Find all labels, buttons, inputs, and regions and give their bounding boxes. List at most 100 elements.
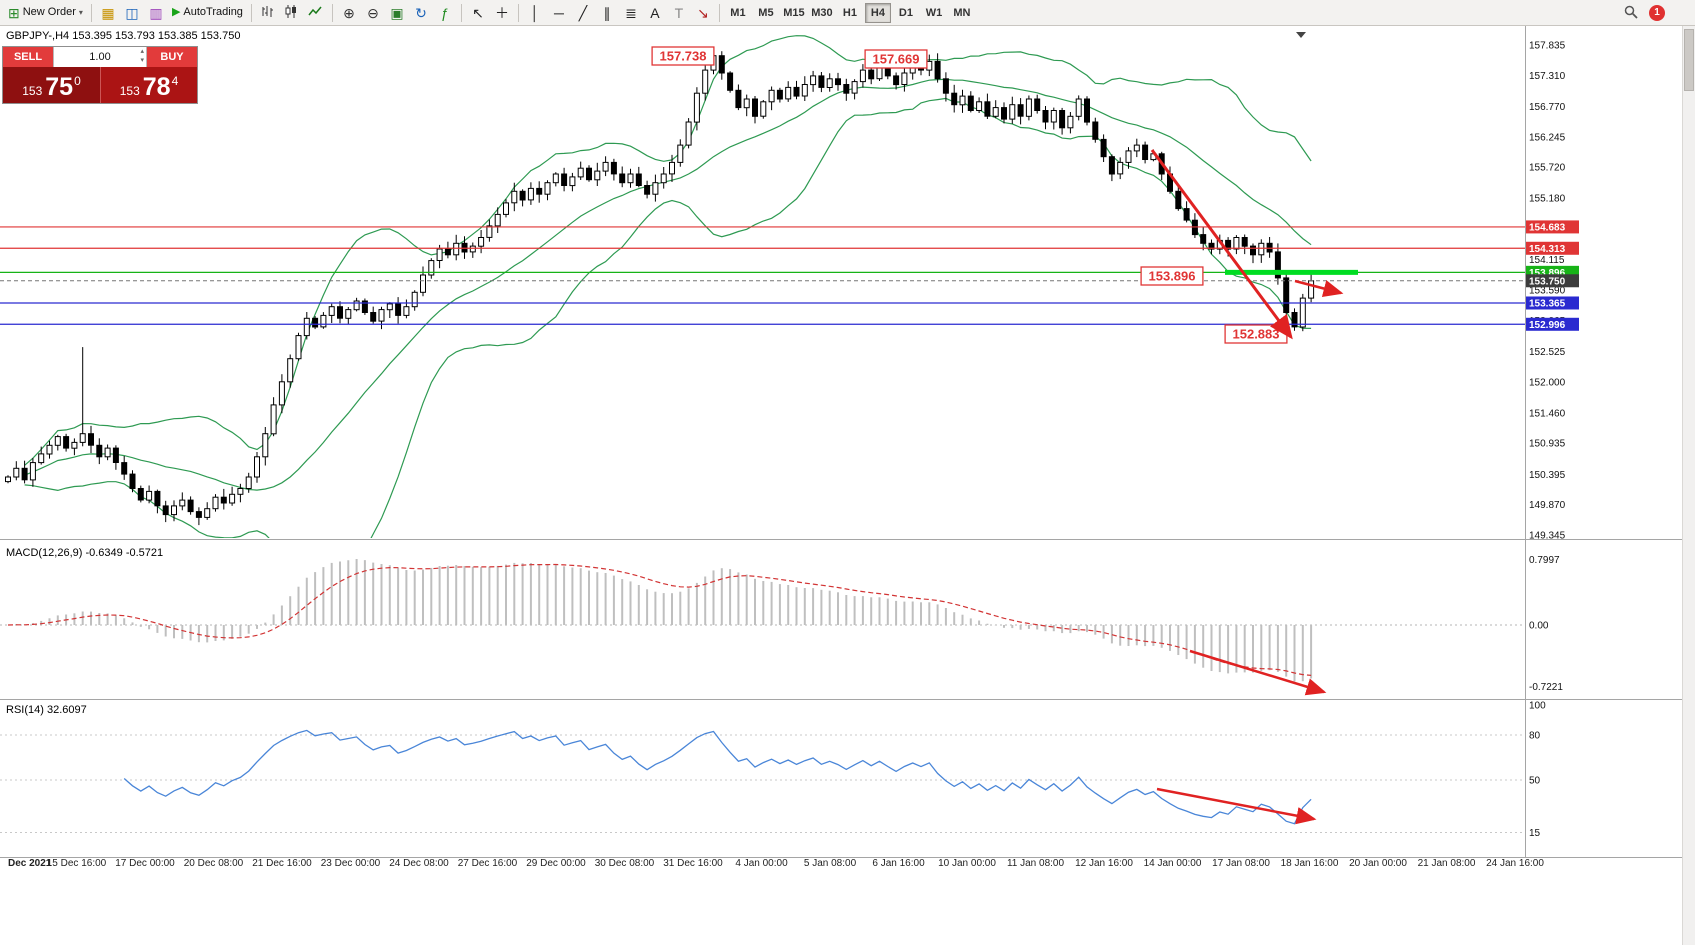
sell-button[interactable]: SELL <box>3 47 53 67</box>
vertical-line-icon: │ <box>530 4 540 21</box>
volume-field[interactable]: 1.00 ▴ ▾ <box>53 47 147 67</box>
svg-text:150.395: 150.395 <box>1529 470 1566 481</box>
arrows-button[interactable]: ↘ <box>691 2 715 24</box>
svg-text:153.590: 153.590 <box>1529 286 1566 297</box>
spinner-up-icon[interactable]: ▴ <box>140 48 144 55</box>
timeframe-m30-button[interactable]: M30 <box>809 3 835 23</box>
svg-text:27 Dec 16:00: 27 Dec 16:00 <box>458 858 518 869</box>
timeframe-d1-button[interactable]: D1 <box>893 3 919 23</box>
svg-text:149.345: 149.345 <box>1529 531 1566 542</box>
auto-scroll-icon: ↻ <box>415 4 427 21</box>
toolbar-separator <box>460 3 462 22</box>
equidistant-channel-button[interactable]: ∥ <box>595 2 619 24</box>
svg-text:6 Jan 16:00: 6 Jan 16:00 <box>872 858 925 869</box>
text-label-button[interactable]: T <box>667 2 691 24</box>
timeframe-toolbar: M1 M5 M15 M30 H1 H4 D1 W1 MN <box>724 2 976 23</box>
toolbar-separator <box>331 3 333 22</box>
svg-text:80: 80 <box>1529 731 1541 742</box>
toolbar-group-cursor: ↖ ＋ <box>466 2 514 24</box>
bar-chart-button[interactable] <box>256 2 280 24</box>
timeframe-m1-button[interactable]: M1 <box>725 3 751 23</box>
svg-text:17 Jan 08:00: 17 Jan 08:00 <box>1212 858 1270 869</box>
chart-shift-marker <box>1296 32 1306 38</box>
profiles-button[interactable]: ◫ <box>120 2 144 24</box>
buy-button[interactable]: BUY <box>147 47 197 67</box>
zoom-in-button[interactable]: ⊕ <box>337 2 361 24</box>
fibonacci-button[interactable]: ≣ <box>619 2 643 24</box>
crosshair-button[interactable]: ＋ <box>490 2 514 24</box>
search-button[interactable] <box>1619 2 1643 24</box>
buy-price-prefix: 153 <box>119 84 140 98</box>
timeframe-m15-button[interactable]: M15 <box>781 3 807 23</box>
trendline-button[interactable]: ╱ <box>571 2 595 24</box>
autotrading-button[interactable]: ▶ AutoTrading <box>168 2 247 24</box>
chart-canvas[interactable]: 157.738 157.669 153.896 152.883 157.835 157.3… <box>0 26 1695 945</box>
sell-price-prefix: 153 <box>22 84 43 98</box>
horizontal-line-button[interactable]: ─ <box>547 2 571 24</box>
spinner-down-icon[interactable]: ▾ <box>140 57 144 64</box>
svg-text:153.365: 153.365 <box>1529 298 1566 309</box>
new-order-label: New Order <box>22 6 76 18</box>
sell-price-big: 75 <box>45 73 74 101</box>
toolbar-group-line-studies: │ ─ ╱ ∥ ≣ A T ↘ <box>523 2 715 24</box>
candlestick-chart-button[interactable] <box>280 2 304 24</box>
main-toolbar: ⊞ New Order ▾ ▦ ◫ ▥ ▶ AutoTrading ⊕ ⊖ ▣ ↻ ƒ ↖ ＋… <box>0 0 1695 26</box>
indicators-button[interactable]: ƒ <box>433 2 457 24</box>
vertical-line-button[interactable]: │ <box>523 2 547 24</box>
line-chart-button[interactable] <box>304 2 328 24</box>
cursor-button[interactable]: ↖ <box>466 2 490 24</box>
svg-text:157.669: 157.669 <box>873 52 920 67</box>
svg-text:157.310: 157.310 <box>1529 71 1566 82</box>
notification-badge[interactable]: 1 <box>1649 4 1665 21</box>
svg-text:17 Dec 00:00: 17 Dec 00:00 <box>115 858 175 869</box>
timeframe-m5-button[interactable]: M5 <box>753 3 779 23</box>
svg-text:21 Jan 08:00: 21 Jan 08:00 <box>1418 858 1476 869</box>
vertical-scrollbar[interactable] <box>1682 26 1695 945</box>
svg-text:155.180: 155.180 <box>1529 194 1566 205</box>
candlestick-chart-icon <box>284 4 299 21</box>
svg-text:21 Dec 16:00: 21 Dec 16:00 <box>252 858 312 869</box>
svg-text:24 Jan 16:00: 24 Jan 16:00 <box>1486 858 1544 869</box>
market-watch-button[interactable]: ▦ <box>96 2 120 24</box>
svg-text:154.683: 154.683 <box>1529 222 1566 233</box>
trendline-icon: ╱ <box>578 4 588 21</box>
auto-scroll-button[interactable]: ↻ <box>409 2 433 24</box>
tile-windows-button[interactable]: ▣ <box>385 2 409 24</box>
buy-price[interactable]: 153 78 4 <box>100 67 197 103</box>
svg-text:157.738: 157.738 <box>660 49 707 64</box>
volume-spinner[interactable]: ▴ ▾ <box>140 48 144 66</box>
svg-text:149.870: 149.870 <box>1529 500 1566 511</box>
indicator-panels <box>0 559 1525 833</box>
sell-price[interactable]: 153 75 0 <box>3 67 100 103</box>
zoom-out-button[interactable]: ⊖ <box>361 2 385 24</box>
chart-window[interactable]: 157.738 157.669 153.896 152.883 157.835 157.3… <box>0 26 1695 945</box>
arrows-icon: ↘ <box>697 4 709 21</box>
timeframe-h1-button[interactable]: H1 <box>837 3 863 23</box>
horizontal-line-icon: ─ <box>553 4 564 21</box>
new-order-button[interactable]: ⊞ New Order ▾ <box>4 2 87 24</box>
equidistant-channel-icon: ∥ <box>603 4 611 21</box>
fibonacci-icon: ≣ <box>625 4 637 21</box>
svg-text:Dec 2021: Dec 2021 <box>8 858 52 869</box>
tile-windows-icon: ▣ <box>390 4 404 21</box>
svg-text:50: 50 <box>1529 776 1541 787</box>
terminal-button[interactable]: ▥ <box>144 2 168 24</box>
crosshair-icon: ＋ <box>494 4 509 21</box>
svg-text:155.720: 155.720 <box>1529 163 1566 174</box>
timeframe-mn-button[interactable]: MN <box>949 3 975 23</box>
toolbar-separator <box>250 3 252 22</box>
svg-text:153.896: 153.896 <box>1529 268 1566 279</box>
svg-text:24 Dec 08:00: 24 Dec 08:00 <box>389 858 449 869</box>
search-icon <box>1624 5 1638 21</box>
svg-text:14 Jan 00:00: 14 Jan 00:00 <box>1144 858 1202 869</box>
chart-annotations[interactable]: 157.738 157.669 153.896 152.883 <box>651 46 1358 825</box>
timeframe-w1-button[interactable]: W1 <box>921 3 947 23</box>
one-click-trading-panel: SELL 1.00 ▴ ▾ BUY 153 75 0 153 78 4 <box>2 46 198 104</box>
zoom-out-icon: ⊖ <box>367 4 379 21</box>
level-lines[interactable] <box>0 226 1525 325</box>
text-button[interactable]: A <box>643 2 667 24</box>
svg-text:156.770: 156.770 <box>1529 102 1566 113</box>
svg-text:150.935: 150.935 <box>1529 439 1566 450</box>
scrollbar-thumb[interactable] <box>1684 29 1694 91</box>
timeframe-h4-button[interactable]: H4 <box>864 2 891 23</box>
